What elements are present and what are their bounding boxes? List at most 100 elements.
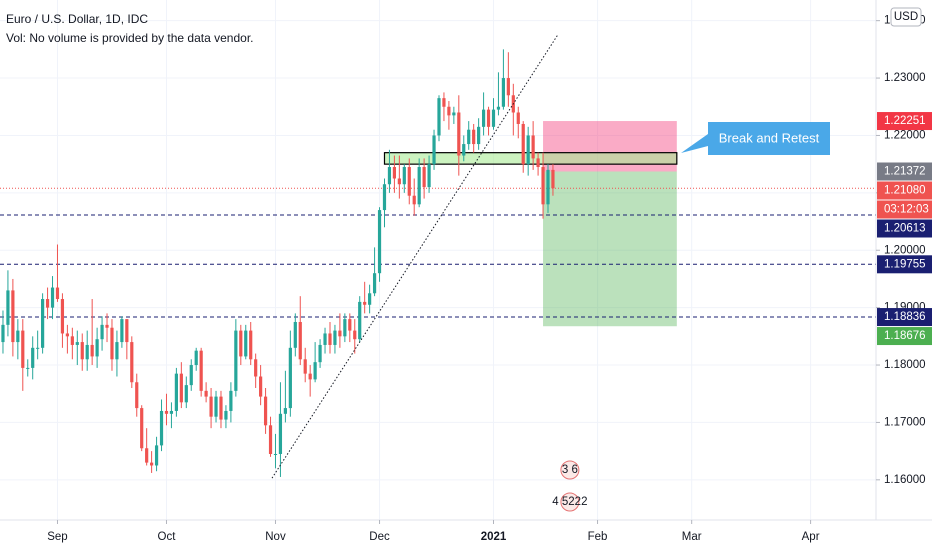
- price-label: 1.21372: [884, 166, 926, 178]
- candle-body: [169, 410, 174, 414]
- candle-body: [85, 344, 89, 360]
- candle-body: [60, 299, 65, 334]
- candle-body: [293, 321, 297, 348]
- y-tick-label: 1.23000: [884, 72, 926, 84]
- countdown-bg: [877, 200, 932, 219]
- candle-body: [467, 129, 471, 145]
- candle-body: [229, 390, 233, 411]
- candle-body: [159, 410, 164, 446]
- currency[interactable]: USD: [894, 11, 918, 23]
- price-label-bg: [877, 112, 932, 131]
- candle-body: [353, 330, 357, 340]
- candle-body: [273, 453, 278, 455]
- candle-body: [417, 167, 421, 205]
- candle-body: [541, 167, 545, 205]
- candle-body: [65, 333, 69, 337]
- price-label-bg: [877, 327, 932, 346]
- candle-body: [318, 344, 322, 363]
- candle-body: [135, 382, 139, 409]
- candle-body: [288, 347, 292, 409]
- candle-body: [154, 445, 159, 466]
- candle-body: [442, 98, 446, 107]
- y-tick-label: 1.22000: [884, 129, 926, 141]
- x-tick-label: Mar: [682, 531, 702, 543]
- candle-body: [120, 319, 124, 343]
- candle-body: [486, 109, 491, 127]
- y-tick-label: 1.17000: [884, 416, 926, 428]
- candle-body: [427, 164, 431, 188]
- candle-body: [551, 169, 555, 189]
- candle-body: [50, 287, 55, 308]
- x-tick-label: 2021: [481, 531, 507, 543]
- target-zone: [543, 171, 677, 327]
- x-tick-label: Dec: [369, 531, 390, 543]
- candle-body: [45, 299, 50, 308]
- candle-body: [481, 109, 486, 127]
- candle-body: [358, 301, 362, 340]
- candle-body: [477, 126, 481, 145]
- candle-body: [214, 396, 218, 417]
- candle-body: [462, 144, 466, 156]
- candle-body: [194, 350, 198, 366]
- x-tick-label: Feb: [588, 531, 608, 543]
- candle-body: [328, 333, 332, 345]
- candle-body: [501, 78, 506, 107]
- candle-body: [407, 167, 411, 196]
- candle-body: [115, 342, 119, 360]
- candle-body: [521, 123, 525, 165]
- candle-body: [496, 106, 501, 110]
- candle-body: [457, 112, 461, 156]
- price-label: 1.19755: [884, 258, 926, 270]
- candle-body: [263, 396, 268, 426]
- candle-body: [184, 385, 188, 403]
- candle-body: [372, 273, 377, 294]
- candle-body: [338, 330, 342, 337]
- candle-body: [536, 158, 540, 168]
- candle-body: [80, 342, 84, 360]
- candle-body: [377, 210, 382, 274]
- candle-body: [412, 195, 416, 205]
- candle-body: [392, 167, 396, 179]
- y-tick-label: 1.20000: [884, 244, 926, 256]
- x-tick-label: Apr: [802, 531, 820, 543]
- price-label: 1.22251: [884, 115, 926, 127]
- price-label-bg: [877, 308, 932, 327]
- candle-body: [189, 365, 193, 386]
- candle-body: [105, 324, 109, 328]
- candle-body: [397, 178, 401, 185]
- y-tick-label: 1.18000: [884, 359, 926, 371]
- retest-zone: [383, 152, 678, 165]
- candle-body: [140, 408, 144, 449]
- chart-title: Euro / U.S. Dollar, 1D, IDC: [6, 12, 148, 26]
- candle-body: [179, 373, 183, 403]
- candle-body: [303, 359, 307, 374]
- candle-body: [110, 327, 114, 360]
- candle-body: [31, 347, 35, 368]
- candle-body: [422, 167, 426, 188]
- candle-body: [452, 112, 456, 116]
- candle-body: [164, 410, 169, 414]
- candle-body: [348, 319, 352, 331]
- candle-body: [209, 396, 213, 417]
- event-label: 3 6: [562, 464, 578, 476]
- candle-body: [447, 106, 451, 116]
- candle-body: [41, 299, 45, 348]
- trend-line: [271, 33, 559, 479]
- price-label: 1.18836: [884, 311, 926, 323]
- countdown: 03:12:03: [884, 204, 929, 216]
- candle-body: [36, 347, 40, 349]
- front: 3 6 4 5222: [271, 33, 587, 512]
- callout-box: [681, 122, 830, 155]
- candle-body: [531, 135, 535, 159]
- candle-body: [472, 129, 476, 145]
- candle-body: [278, 413, 283, 454]
- candle-body: [100, 324, 104, 340]
- candle-body: [402, 167, 406, 185]
- currency-box[interactable]: [890, 7, 922, 27]
- candle-body: [224, 410, 228, 420]
- candle-body: [145, 448, 149, 463]
- candle-body: [1, 324, 5, 343]
- y-tick-label: 1.16000: [884, 474, 926, 486]
